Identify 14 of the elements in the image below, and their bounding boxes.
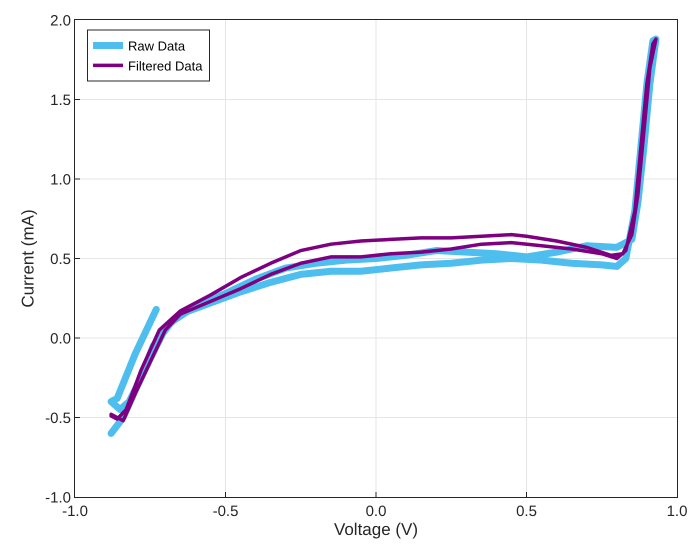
y-tick-label: 0.0 xyxy=(50,330,71,348)
x-tick-label: 0.5 xyxy=(516,503,537,520)
legend-label: Raw Data xyxy=(128,38,186,54)
y-tick-label: 2.0 xyxy=(50,12,71,30)
x-tick-label: 1.0 xyxy=(666,503,688,520)
y-tick-label: 1.5 xyxy=(50,92,71,109)
y-tick-label: 0.5 xyxy=(50,250,71,268)
x-tick-label: -0.5 xyxy=(212,503,238,520)
y-axis-title: Current (mA) xyxy=(18,209,38,308)
y-tick-label: 1.0 xyxy=(50,171,71,188)
x-tick-label: 0.0 xyxy=(366,503,386,520)
legend-label: Filtered Data xyxy=(128,58,204,74)
x-axis-title: Voltage (V) xyxy=(334,520,418,539)
y-tick-label: -0.5 xyxy=(45,410,71,427)
